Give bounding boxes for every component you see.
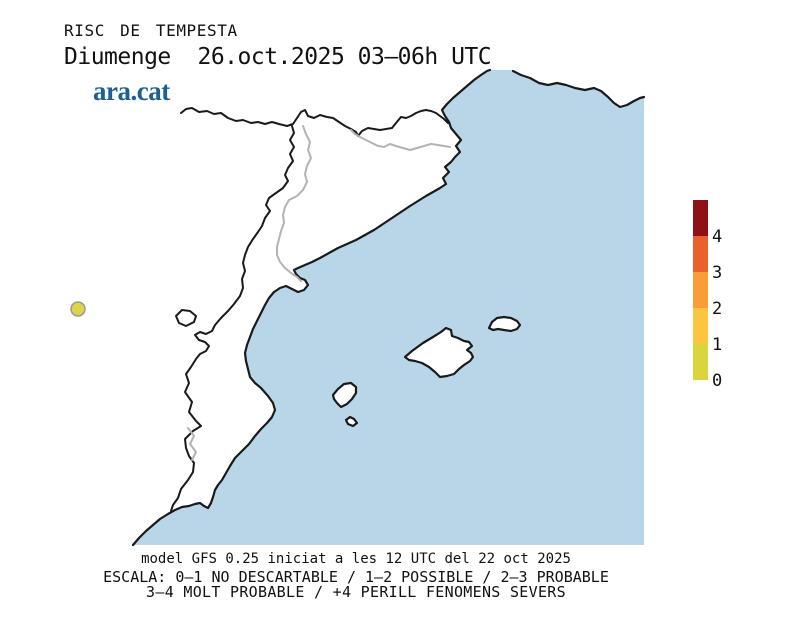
colorbar-segment-2-3 <box>693 272 708 308</box>
colorbar-segment-0-1 <box>693 344 708 380</box>
western-border <box>170 125 295 512</box>
colorbar-tick-0: 0 <box>712 371 722 391</box>
colorbar-tick-4: 4 <box>712 227 722 247</box>
model-run-info: model GFS 0.25 iniciat a les 12 UTC del … <box>141 551 571 567</box>
province-border-south <box>187 427 197 461</box>
formentera-island <box>344 415 359 428</box>
province-border-north <box>350 129 451 151</box>
colorbar-tick-1: 1 <box>712 335 722 355</box>
colorbar-tick-2: 2 <box>712 299 722 319</box>
scale-legend-line-1: ESCALA: 0–1 NO DESCARTABLE / 1–2 POSSIBL… <box>103 568 609 586</box>
colorbar-segment-3-4 <box>693 236 708 272</box>
pyrenees-border <box>180 107 449 137</box>
valid-time-subtitle: Diumenge 26.oct.2025 03–06h UTC <box>64 44 492 70</box>
menorca-island <box>487 315 522 333</box>
ara-cat-logo: ara.cat <box>93 76 170 106</box>
page-title: RISC DE TEMPESTA <box>64 21 238 40</box>
colorbar-legend: 4 3 2 1 0 <box>693 200 722 391</box>
risk-point-marker <box>70 301 86 317</box>
enclave-border <box>175 309 197 327</box>
mallorca-island <box>403 326 475 379</box>
mediterranean-sea <box>133 70 644 545</box>
eivissa-island <box>331 381 358 409</box>
province-border-west <box>276 125 312 282</box>
colorbar-segment-1-2 <box>693 308 708 344</box>
coastline <box>131 68 646 547</box>
scale-legend-line-2: 3–4 MOLT PROBABLE / +4 PERILL FENOMENS S… <box>146 583 566 601</box>
colorbar-segment-4plus <box>693 200 708 236</box>
colorbar-tick-3: 3 <box>712 263 722 283</box>
